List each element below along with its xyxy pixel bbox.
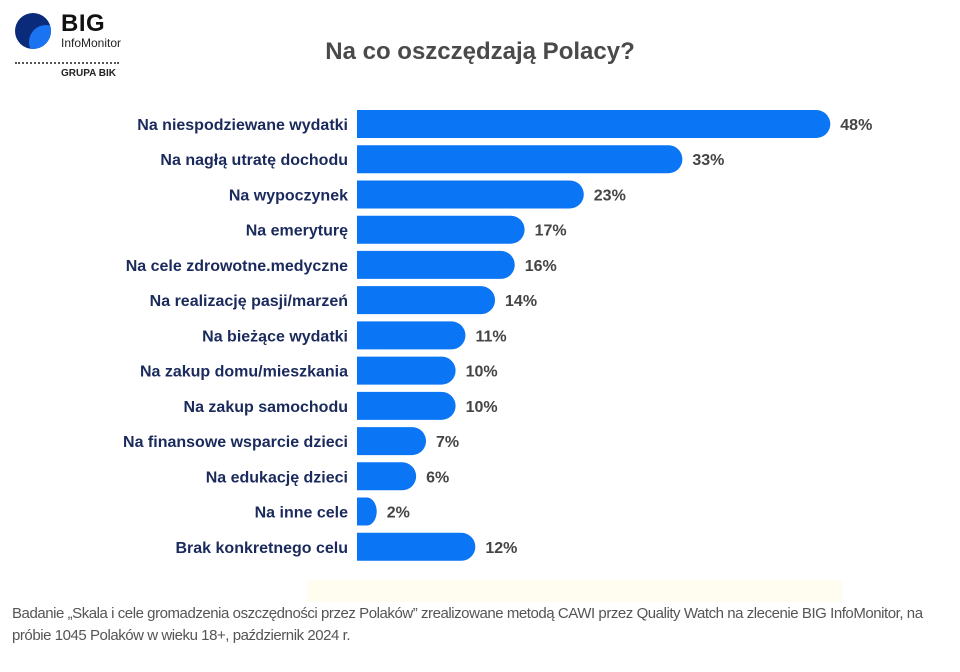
value-label: 48%	[840, 117, 872, 134]
bar	[357, 532, 476, 561]
value-label: 11%	[475, 328, 506, 345]
category-label: Na zakup samochodu	[184, 399, 348, 416]
value-label: 16%	[525, 258, 557, 275]
category-label: Na nagłą utratę dochodu	[160, 152, 348, 169]
value-label: 12%	[485, 540, 517, 557]
bar	[357, 145, 683, 174]
bar	[357, 427, 427, 456]
chart-title: Na co oszczędzają Polacy?	[325, 38, 635, 65]
highlight-strip	[307, 580, 842, 602]
category-label: Na emeryturę	[246, 223, 348, 240]
category-label: Na bieżące wydatki	[202, 328, 348, 345]
logo-sub: InfoMonitor	[61, 36, 122, 50]
bar	[357, 356, 456, 385]
value-label: 14%	[505, 293, 537, 310]
bar	[357, 497, 377, 526]
value-label: 2%	[387, 505, 410, 522]
logo-group: GRUPA BIK	[61, 68, 116, 79]
category-label: Na wypoczynek	[229, 187, 348, 204]
category-label: Brak konkretnego celu	[176, 540, 349, 557]
logo-name: BIG	[61, 10, 106, 37]
bar	[357, 391, 456, 420]
value-label: 23%	[594, 187, 626, 204]
bar	[357, 321, 466, 350]
category-label: Na finansowe wsparcie dzieci	[123, 434, 348, 451]
footnote: Badanie „Skala i cele gromadzenia oszczę…	[12, 605, 923, 644]
bar	[357, 462, 417, 491]
category-label: Na inne cele	[255, 505, 348, 522]
value-label: 33%	[692, 152, 724, 169]
value-label: 7%	[436, 434, 459, 451]
bar	[357, 180, 584, 209]
category-label: Na realizację pasji/marzeń	[150, 293, 348, 310]
logo-divider	[15, 62, 119, 64]
value-label: 10%	[466, 399, 498, 416]
category-label: Na cele zdrowotne.medyczne	[126, 258, 348, 275]
bar	[357, 110, 831, 138]
category-label: Na edukację dzieci	[206, 469, 348, 486]
bar	[357, 286, 496, 315]
value-label: 6%	[426, 469, 449, 486]
value-label: 10%	[466, 364, 498, 381]
bar	[357, 250, 515, 279]
big-infomonitor-logo: BIG InfoMonitor GRUPA BIK	[15, 10, 135, 80]
value-label: 17%	[535, 223, 567, 240]
category-label: Na niespodziewane wydatki	[137, 117, 348, 134]
logo-circle-icon	[15, 13, 51, 49]
category-label: Na zakup domu/mieszkania	[140, 364, 348, 381]
bar	[357, 215, 525, 244]
